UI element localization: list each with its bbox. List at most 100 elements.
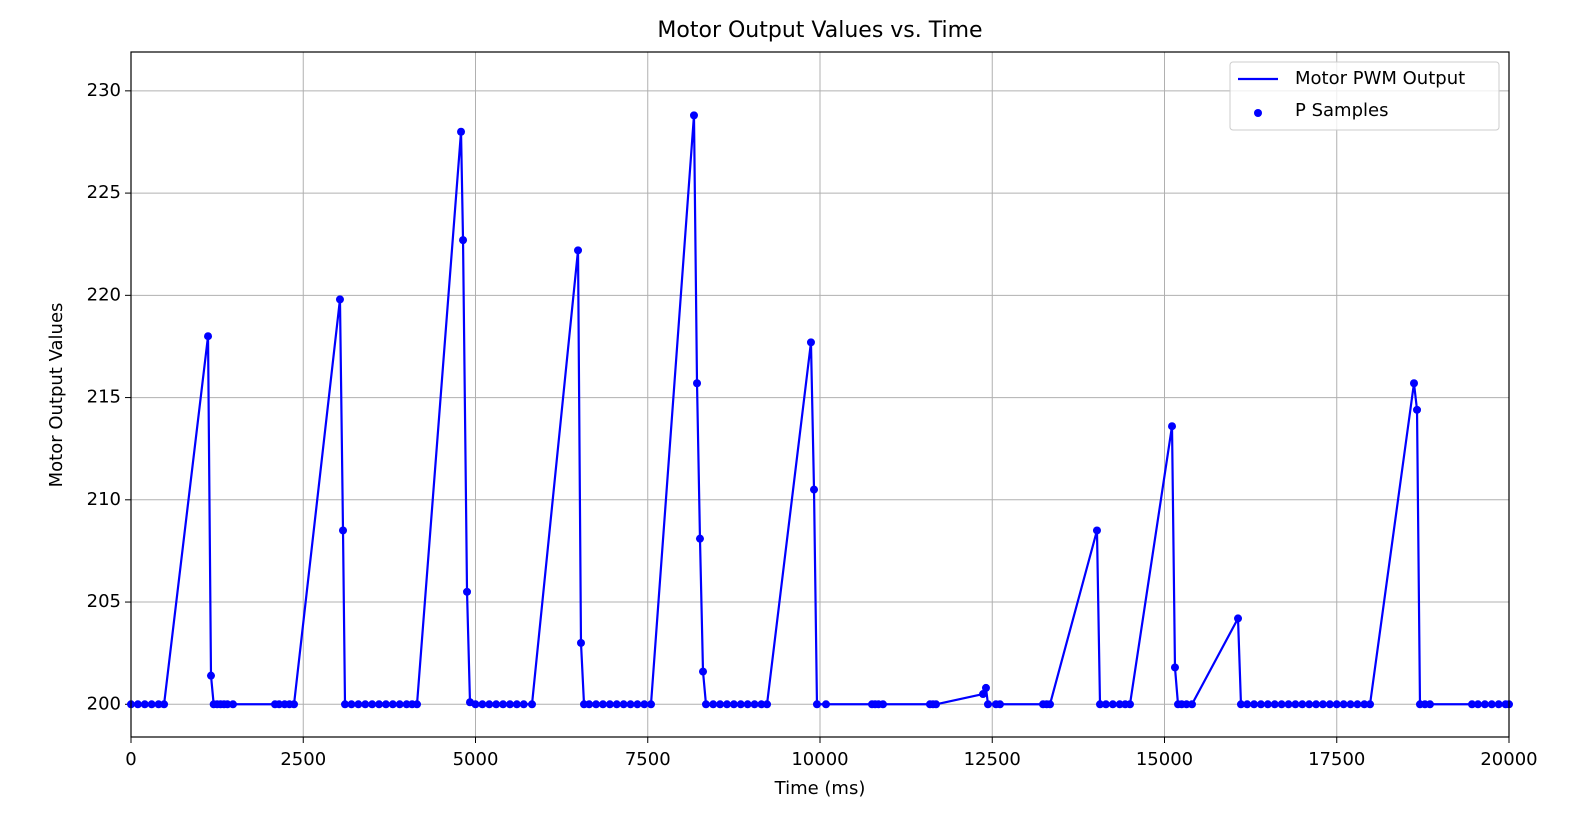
sample-point <box>147 700 156 709</box>
sample-point <box>463 587 472 596</box>
sample-point <box>983 700 992 709</box>
sample-point <box>1339 700 1348 709</box>
sample-point <box>519 700 528 709</box>
sample-point <box>223 700 232 709</box>
sample-point <box>361 700 370 709</box>
sample-point <box>1256 700 1265 709</box>
sample-point <box>478 700 487 709</box>
sample-point <box>485 700 494 709</box>
sample-point <box>585 700 594 709</box>
sample-point <box>1468 700 1477 709</box>
sample-point <box>626 700 635 709</box>
sample-point <box>810 485 819 494</box>
x-tick-label: 5000 <box>453 749 499 770</box>
sample-point <box>395 700 404 709</box>
sample-point <box>693 379 702 388</box>
sample-point <box>1250 700 1259 709</box>
sample-point <box>598 700 607 709</box>
sample-point <box>1101 700 1110 709</box>
x-tick-label: 15000 <box>1136 749 1193 770</box>
sample-point <box>140 700 149 709</box>
sample-point <box>375 700 384 709</box>
sample-point <box>133 700 142 709</box>
y-tick-label: 220 <box>87 284 121 305</box>
legend-box <box>1229 61 1500 131</box>
y-tick-label: 225 <box>87 182 121 203</box>
x-axis-label: Time (ms) <box>774 778 866 799</box>
x-tick-label: 2500 <box>280 749 326 770</box>
sample-point <box>1298 700 1307 709</box>
legend-label: Motor PWM Output <box>1295 68 1465 89</box>
sample-point <box>709 700 718 709</box>
sample-point <box>806 338 815 347</box>
sample-point <box>1108 700 1117 709</box>
y-tick-label: 205 <box>87 591 121 612</box>
sample-point <box>757 700 766 709</box>
sample-point <box>1236 700 1245 709</box>
sample-point <box>729 700 738 709</box>
sample-point <box>1413 405 1422 414</box>
sample-point <box>388 700 397 709</box>
sample-point <box>574 246 583 255</box>
sample-point <box>695 534 704 543</box>
legend-marker <box>1254 109 1262 117</box>
sample-point <box>471 700 480 709</box>
sample-point <box>743 700 752 709</box>
sample-point <box>1263 700 1272 709</box>
sample-point <box>1291 700 1300 709</box>
sample-point <box>160 700 169 709</box>
sample-point <box>716 700 725 709</box>
sample-point <box>592 700 601 709</box>
sample-point <box>633 700 642 709</box>
sample-point <box>763 700 772 709</box>
sample-point <box>206 671 215 680</box>
sample-point <box>722 700 731 709</box>
sample-point <box>1312 700 1321 709</box>
sample-point <box>499 700 508 709</box>
sample-point <box>699 667 708 676</box>
sample-point <box>1318 700 1327 709</box>
x-tick-label: 17500 <box>1308 749 1365 770</box>
sample-point <box>381 700 390 709</box>
sample-point <box>981 683 990 692</box>
y-tick-label: 230 <box>87 80 121 101</box>
sample-point <box>646 700 655 709</box>
y-tick-label: 215 <box>87 387 121 408</box>
sample-point <box>505 700 514 709</box>
plot-frame <box>130 51 1510 738</box>
sample-point <box>512 700 521 709</box>
sample-point <box>290 700 299 709</box>
sample-point <box>640 700 649 709</box>
x-tick-label: 7500 <box>625 749 671 770</box>
sample-point <box>459 236 468 245</box>
sample-point <box>402 700 411 709</box>
sample-point <box>932 700 941 709</box>
sample-point <box>1360 700 1369 709</box>
sample-point <box>354 700 363 709</box>
x-tick-label: 10000 <box>791 749 848 770</box>
y-axis-label: Motor Output Values <box>46 303 67 488</box>
sample-point <box>1409 379 1418 388</box>
sample-point <box>812 700 821 709</box>
sample-point <box>1305 700 1314 709</box>
legend-label: P Samples <box>1295 100 1388 121</box>
sample-point <box>750 700 759 709</box>
sample-point <box>1170 663 1179 672</box>
sample-point <box>339 526 348 535</box>
sample-point <box>1480 700 1489 709</box>
sample-point <box>154 700 163 709</box>
sample-point <box>736 700 745 709</box>
sample-point <box>1270 700 1279 709</box>
sample-point <box>1125 700 1134 709</box>
sample-point <box>527 700 536 709</box>
sample-point <box>878 700 887 709</box>
sample-point <box>1494 700 1503 709</box>
sample-point <box>413 700 422 709</box>
sample-point <box>612 700 621 709</box>
sample-point <box>1045 700 1054 709</box>
x-tick-label: 20000 <box>1480 749 1537 770</box>
chart-title: Motor Output Values vs. Time <box>657 18 982 43</box>
sample-point <box>1425 700 1434 709</box>
